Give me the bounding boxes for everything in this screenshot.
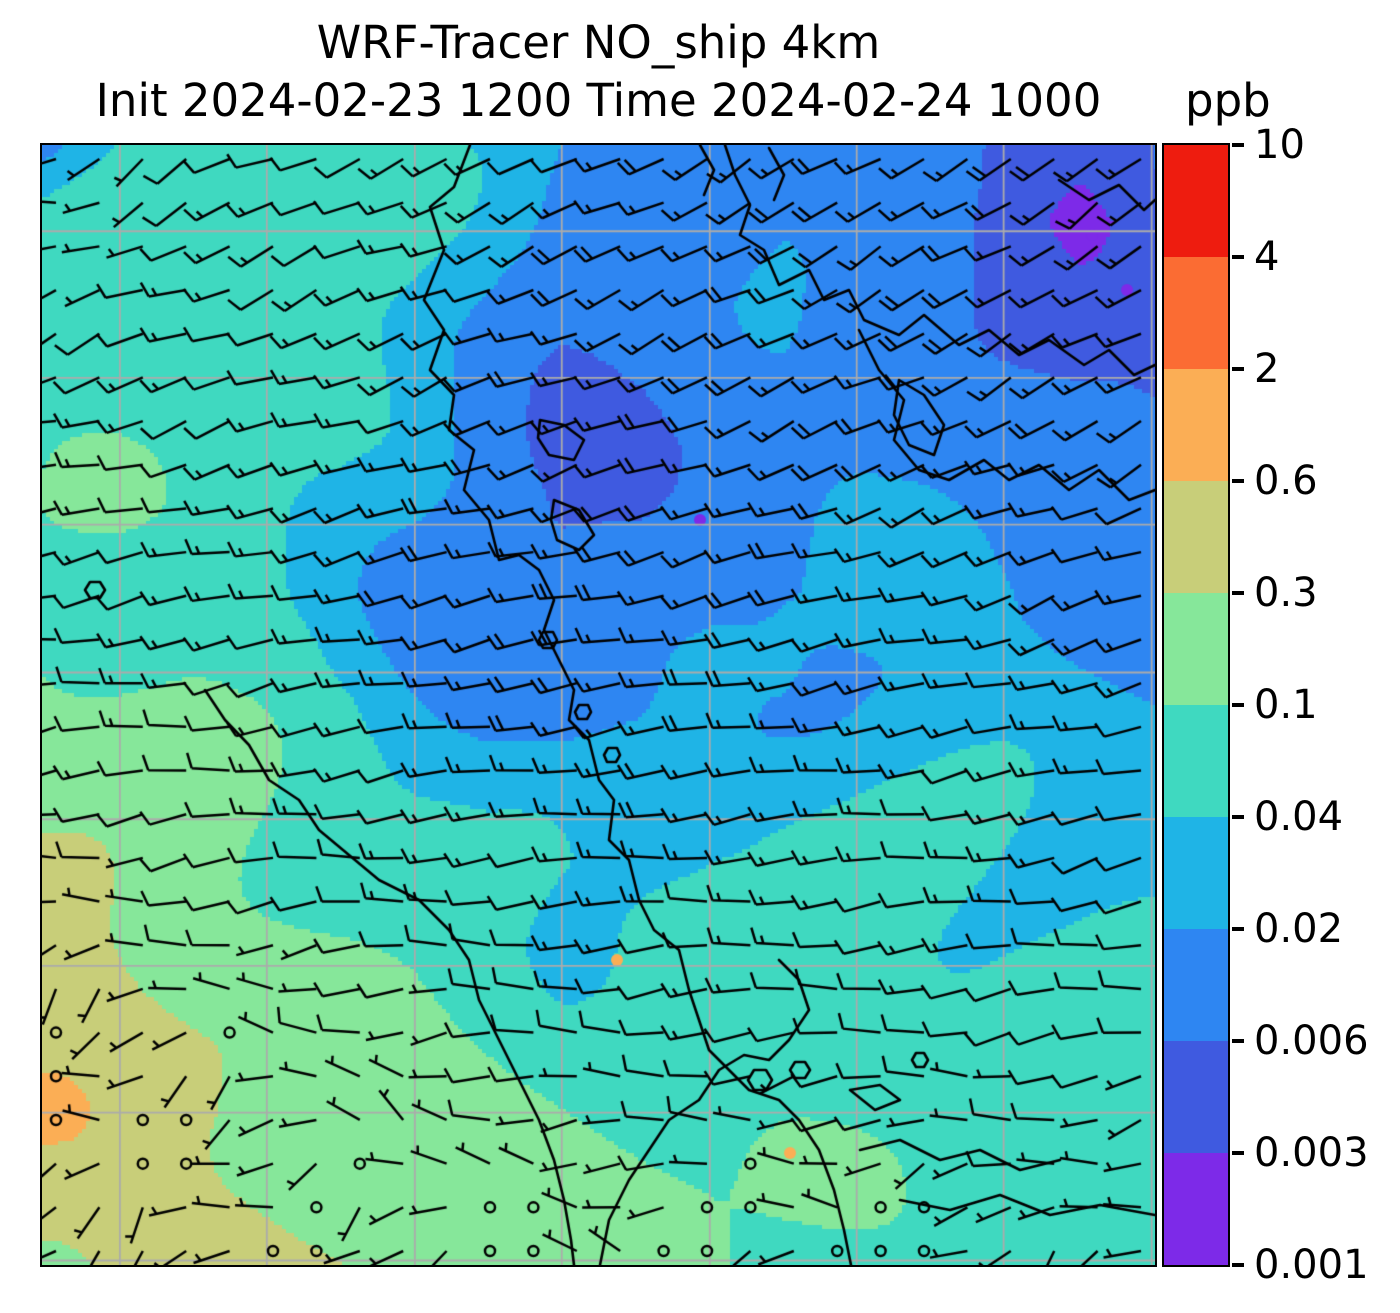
colorbar-tick-label: 10	[1254, 122, 1305, 168]
colorbar-tick-mark	[1232, 927, 1244, 931]
colorbar-tick-label: 0.04	[1254, 794, 1344, 840]
colorbar-tick-mark	[1232, 143, 1244, 147]
colorbar-band	[1164, 1041, 1228, 1153]
colorbar-tick-label: 0.1	[1254, 682, 1318, 728]
colorbar-tick-label: 4	[1254, 234, 1280, 280]
colorbar-tick-mark	[1232, 1151, 1244, 1155]
colorbar-band	[1164, 1153, 1228, 1265]
colorbar-tick-label: 0.02	[1254, 906, 1344, 952]
colorbar-ticks: 0.001 0.003 0.006 0.02 0.04 0.1 0.3 0.6 2 4 10	[1232, 122, 1400, 1288]
figure-title: WRF-Tracer NO_ship 4km	[316, 16, 881, 69]
colorbar-band	[1164, 369, 1228, 481]
colorbar-band	[1164, 817, 1228, 929]
figure-subtitle: Init 2024-02-23 1200 Time 2024-02-24 100…	[95, 74, 1102, 127]
colorbar-tick-mark	[1232, 255, 1244, 259]
colorbar-tick-mark	[1232, 591, 1244, 595]
colorbar-band	[1164, 481, 1228, 593]
colorbar-tick-label: 0.001	[1254, 1242, 1369, 1288]
units-label: ppb	[1185, 74, 1271, 127]
colorbar-band	[1164, 145, 1228, 257]
colorbar-tick-mark	[1232, 367, 1244, 371]
colorbar-tick-label: 0.006	[1254, 1018, 1369, 1064]
colorbar-tick-mark	[1232, 815, 1244, 819]
colorbar-tick-mark	[1232, 479, 1244, 483]
colorbar-tick-mark	[1232, 703, 1244, 707]
colorbar-band	[1164, 929, 1228, 1041]
colorbar-tick-mark	[1232, 1263, 1244, 1267]
colorbar-band	[1164, 705, 1228, 817]
map-canvas	[42, 145, 1155, 1265]
colorbar-tick-mark	[1232, 1039, 1244, 1043]
colorbar-band	[1164, 257, 1228, 369]
map-plot	[40, 143, 1157, 1267]
colorbar-band	[1164, 593, 1228, 705]
colorbar-tick-label: 0.003	[1254, 1130, 1369, 1176]
colorbar-bands	[1164, 145, 1228, 1265]
colorbar-tick-label: 0.3	[1254, 570, 1318, 616]
colorbar-tick-label: 0.6	[1254, 458, 1318, 504]
colorbar-tick-label: 2	[1254, 346, 1280, 392]
colorbar	[1162, 143, 1230, 1267]
